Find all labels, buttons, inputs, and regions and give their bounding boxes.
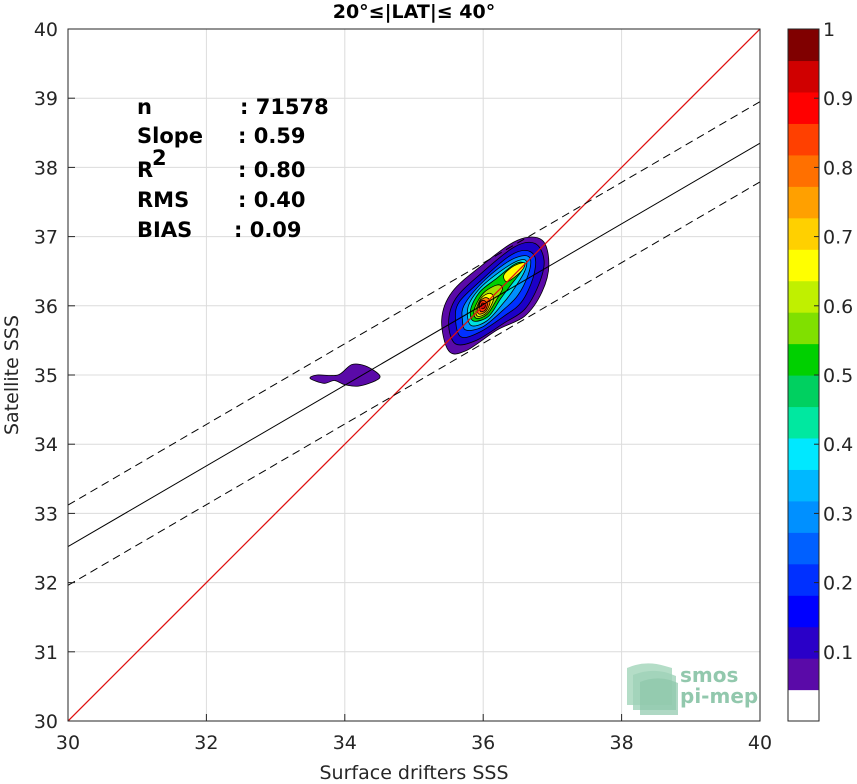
colorbar-segment (788, 249, 819, 282)
y-axis-ticks: 30 31 32 33 34 35 36 37 38 39 40 (34, 19, 75, 733)
colorbar-tick-label: 0.2 (823, 573, 853, 595)
contour-level-0-7 (503, 262, 526, 283)
y-tick-label: 31 (34, 642, 58, 664)
x-tick-label: 40 (748, 732, 772, 754)
colorbar-segment (788, 186, 819, 219)
y-tick-label: 39 (34, 88, 58, 110)
colorbar-tick-label: 0.8 (823, 157, 853, 179)
colorbar-tick-label: 0.9 (823, 88, 853, 110)
y-axis-label: Satellite SSS (1, 315, 23, 435)
y-tick-label: 36 (34, 296, 58, 318)
colorbar-segment (788, 658, 819, 691)
logo-text-smos: smos (680, 663, 738, 687)
colorbar-segment (788, 595, 819, 628)
x-axis-label: Surface drifters SSS (320, 762, 509, 784)
y-tick-label: 35 (34, 365, 58, 387)
x-axis-ticks: 30 32 34 36 38 40 (56, 714, 772, 754)
grid (67, 28, 761, 722)
colorbar-segment (788, 280, 819, 313)
y-tick-label: 37 (34, 227, 58, 249)
colorbar-segment (788, 469, 819, 502)
colorbar-segment (788, 60, 819, 93)
colorbar-segment (788, 532, 819, 565)
y-tick-label: 38 (34, 157, 58, 179)
stat-label: n (137, 95, 152, 119)
stat-value: : 0.80 (238, 158, 306, 182)
regression-line (68, 142, 760, 548)
upper-bound-line (68, 101, 760, 506)
stat-label-superscript: 2 (152, 146, 167, 170)
stat-label: Slope (137, 124, 203, 148)
stat-value: : 71578 (240, 95, 329, 119)
contour-level-0-05 (309, 363, 381, 387)
colorbar-segment (788, 563, 819, 596)
y-tick-label: 34 (34, 434, 58, 456)
smos-pi-mep-logo: smos pi-mep (627, 663, 758, 715)
stat-value: : 0.59 (238, 124, 306, 148)
colorbar-tick-label: 0.6 (823, 296, 853, 318)
stat-label: RMS (137, 188, 189, 212)
colorbar-ticks: 0.1 0.2 0.3 0.4 0.5 0.6 0.7 0.8 0.9 1 (814, 19, 853, 664)
y-tick-label: 30 (34, 711, 58, 733)
colorbar-segment (788, 375, 819, 408)
colorbar-segment (788, 689, 819, 722)
colorbar-segment (788, 91, 819, 124)
colorbar-segment (788, 217, 819, 250)
reference-lines (68, 29, 760, 721)
x-tick-label: 30 (56, 732, 80, 754)
colorbar (787, 28, 820, 722)
y-tick-label: 33 (34, 503, 58, 525)
colorbar-segment (788, 312, 819, 345)
x-tick-label: 38 (610, 732, 634, 754)
colorbar-tick-label: 0.5 (823, 365, 853, 387)
colorbar-tick-label: 0.7 (823, 227, 853, 249)
x-tick-label: 36 (471, 732, 495, 754)
colorbar-segment (788, 29, 819, 62)
logo-text-pimep: pi-mep (680, 684, 758, 708)
x-tick-label: 32 (194, 732, 218, 754)
stats-box: n : 71578 Slope : 0.59 R2 : 0.80 RMS : 0.40 BIAS… (137, 95, 329, 242)
colorbar-segment (788, 437, 819, 470)
colorbar-tick-label: 0.4 (823, 434, 853, 456)
stat-value: : 0.40 (238, 188, 306, 212)
logo-wave-icon (627, 663, 678, 715)
stat-label: BIAS (137, 218, 192, 242)
stat-label: R (137, 158, 153, 182)
colorbar-segment (788, 626, 819, 659)
colorbar-tick-label: 1 (823, 19, 835, 41)
colorbar-segment (788, 343, 819, 376)
colorbar-tick-label: 0.3 (823, 503, 853, 525)
y-tick-label: 40 (34, 19, 58, 41)
colorbar-segment (788, 154, 819, 187)
colorbar-segment (788, 500, 819, 533)
stat-value: : 0.09 (234, 218, 302, 242)
lower-bound-line (68, 181, 760, 586)
colorbar-segment (788, 406, 819, 439)
chart-title: 20°≤|LAT|≤ 40° (333, 1, 496, 23)
x-tick-label: 34 (333, 732, 357, 754)
y-tick-label: 32 (34, 573, 58, 595)
identity-line (68, 29, 760, 721)
colorbar-segment (788, 123, 819, 156)
colorbar-tick-label: 0.1 (823, 642, 853, 664)
